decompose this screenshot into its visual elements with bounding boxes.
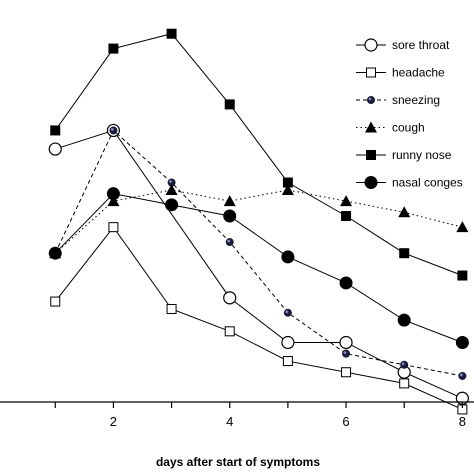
legend-marker — [367, 96, 375, 104]
series-line-cough — [54, 189, 463, 254]
legend-item-cough: cough — [356, 121, 425, 135]
series-line-sore-throat — [55, 129, 463, 399]
data-point-headache — [224, 326, 235, 337]
data-point-runny-nose — [50, 125, 61, 136]
series-line-nasal-conges — [54, 193, 463, 343]
series-nasal-conges — [48, 187, 469, 349]
legend-label: cough — [392, 121, 425, 135]
data-point-runny-nose — [341, 211, 352, 221]
data-point-headache — [341, 367, 352, 378]
data-point-nasal-conges — [223, 209, 237, 223]
legend-label: sore throat — [392, 38, 450, 52]
legend-item-sneezing: sneezing — [356, 93, 440, 107]
legend-marker — [364, 176, 378, 189]
legend-marker — [366, 150, 376, 160]
series-runny-nose — [50, 28, 468, 281]
data-point-nasal-conges — [48, 246, 62, 260]
legend-marker — [364, 38, 378, 52]
data-point-cough — [165, 183, 178, 195]
x-tick-label: 6 — [342, 414, 349, 429]
data-point-runny-nose — [108, 43, 119, 54]
x-tick-label: 4 — [226, 414, 233, 429]
legend-item-headache: headache — [356, 66, 445, 80]
data-point-nasal-conges — [455, 335, 469, 349]
legend-item-sore-throat: sore throat — [356, 38, 450, 52]
x-tick-label: 8 — [459, 414, 466, 429]
series-headache — [50, 222, 468, 415]
legend-item-nasal-conges: nasal conges — [356, 176, 463, 190]
data-point-sore-throat — [48, 142, 62, 156]
x-axis-title: days after start of symptoms — [156, 455, 320, 469]
data-point-headache — [399, 378, 410, 389]
data-point-nasal-conges — [281, 250, 295, 264]
legend-item-runny-nose: runny nose — [356, 148, 452, 162]
data-point-cough — [398, 206, 411, 218]
x-tick-label: 2 — [110, 414, 117, 429]
data-point-cough — [107, 195, 120, 207]
data-point-sneezing — [458, 371, 467, 380]
data-point-runny-nose — [457, 270, 468, 281]
series-line-sneezing — [54, 129, 463, 377]
legend-label: runny nose — [392, 148, 452, 162]
data-point-headache — [282, 356, 293, 367]
series-sore-throat — [48, 123, 469, 405]
legend-marker — [365, 121, 377, 133]
legend-label: sneezing — [392, 93, 440, 107]
data-point-sneezing — [342, 349, 351, 358]
data-point-nasal-conges — [339, 276, 353, 290]
data-point-sneezing — [283, 308, 292, 317]
series-line-headache — [54, 226, 463, 410]
data-point-nasal-conges — [165, 198, 179, 212]
data-point-runny-nose — [224, 99, 235, 110]
data-point-nasal-conges — [397, 313, 411, 327]
data-point-sneezing — [167, 178, 176, 187]
legend-label: headache — [392, 66, 445, 80]
data-point-nasal-conges — [106, 187, 120, 201]
data-point-runny-nose — [282, 177, 293, 188]
x-axis: 2 4 6 8 — [0, 401, 474, 429]
data-point-sneezing — [109, 126, 118, 135]
data-point-headache — [166, 304, 177, 314]
data-point-sore-throat — [223, 291, 237, 305]
plot-area — [48, 28, 469, 415]
series-line-runny-nose — [54, 33, 463, 276]
data-point-headache — [108, 222, 119, 233]
data-point-sneezing — [225, 238, 234, 247]
data-point-cough — [340, 195, 353, 207]
data-point-runny-nose — [166, 28, 177, 39]
data-point-sore-throat — [339, 335, 353, 350]
data-point-sneezing — [400, 360, 409, 369]
data-point-headache — [50, 296, 61, 307]
data-point-cough — [281, 183, 294, 195]
legend-marker — [366, 67, 376, 78]
legend-label: nasal conges — [392, 176, 463, 190]
data-point-cough — [223, 195, 236, 207]
legend: sore throat headache sneezing cough runny no… — [356, 38, 463, 190]
data-point-cough — [456, 221, 469, 233]
data-point-runny-nose — [399, 248, 410, 259]
data-point-sore-throat — [281, 335, 295, 350]
